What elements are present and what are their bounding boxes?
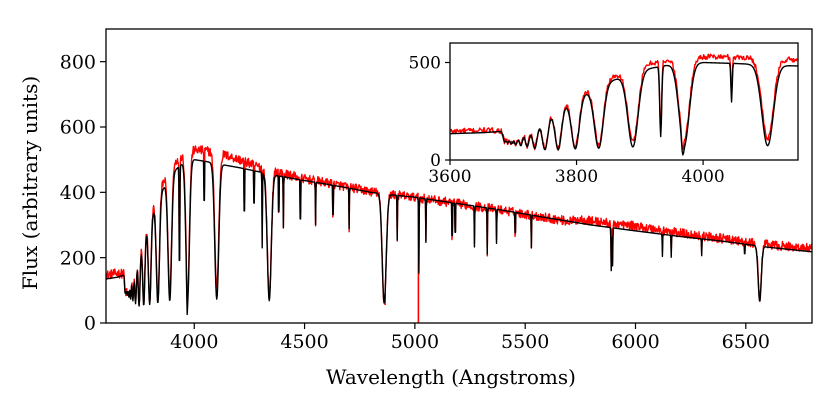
- main-plot-frame: [105, 28, 813, 324]
- y-tick-label: 200: [60, 247, 96, 269]
- inset-plot-frame: [449, 42, 799, 161]
- inset-axis-ticks: 3600 3800 4000 0 500: [409, 53, 725, 187]
- y-tick-label: 0: [84, 313, 96, 335]
- y-axis-title: Flux (arbitrary units): [18, 76, 42, 290]
- x-tick-label: 4500: [280, 331, 328, 353]
- y-tick-label: 400: [60, 182, 96, 204]
- x-tick-label: 5500: [501, 331, 549, 353]
- series-line-model: [106, 159, 812, 316]
- inset-series-group: [450, 53, 798, 156]
- y-tick-label: 500: [409, 53, 441, 73]
- y-tick-label: 600: [60, 117, 96, 139]
- x-tick-label: 4000: [170, 331, 218, 353]
- y-tick-label: 800: [60, 51, 96, 73]
- x-tick-label: 3800: [555, 167, 598, 187]
- x-axis-title: Wavelength (Angstroms): [326, 365, 576, 389]
- x-tick-label: 4000: [681, 167, 724, 187]
- inset-background: [450, 43, 798, 160]
- main-series-group: [106, 145, 812, 323]
- x-tick-label: 6500: [722, 331, 770, 353]
- series-line-observed: [106, 145, 812, 307]
- series-line-model: [450, 61, 798, 156]
- x-tick-label: 5000: [391, 331, 439, 353]
- y-tick-label: 0: [430, 151, 441, 171]
- x-tick-label: 6000: [611, 331, 659, 353]
- x-tick-label: 3600: [428, 167, 471, 187]
